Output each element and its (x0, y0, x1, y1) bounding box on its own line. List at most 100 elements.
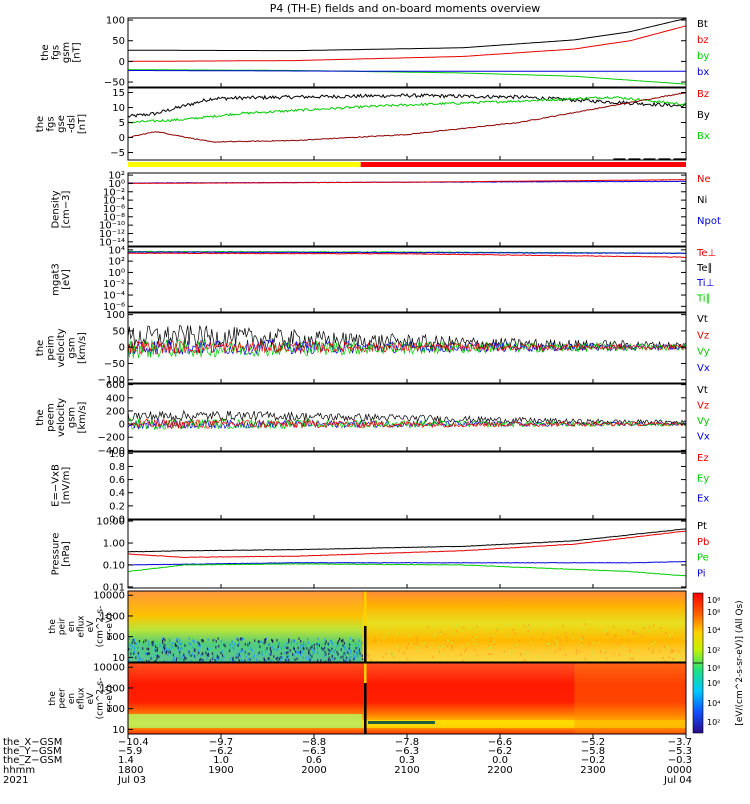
spectrogram-speckle (324, 646, 326, 650)
spectrogram-speckle (538, 655, 541, 658)
spectrogram-speckle (671, 637, 674, 640)
spectrogram-speckle (349, 652, 351, 656)
y-tick-label: 10⁻¹⁰ (99, 221, 125, 232)
y-axis-label-line: eflux (77, 687, 87, 710)
spectrogram-speckle (289, 639, 291, 642)
spectrogram-speckle (340, 648, 342, 651)
spectrogram-speckle (152, 643, 154, 647)
spectrogram-speckle (343, 642, 345, 645)
x-tick-label: −6.2 (209, 746, 233, 757)
spectrogram-speckle (464, 650, 466, 653)
panel-peim_velocity: 100 50 0 −50 −100 thepeimvelocitygsm[km/s] Vt V… (35, 310, 710, 386)
spectrogram-speckle (267, 657, 269, 660)
spectrogram-speckle (232, 659, 234, 663)
spectrogram-speckle (295, 650, 297, 653)
spectrogram-speckle (333, 650, 335, 653)
spectrogram-speckle (677, 650, 679, 653)
spectrogram-speckle (306, 647, 308, 650)
y-axis-label-line: the (35, 409, 46, 425)
spectrogram-speckle (190, 654, 192, 657)
spectrogram-speckle (638, 649, 640, 652)
spectrogram-speckle (425, 646, 428, 648)
spectrogram-speckle (164, 643, 166, 647)
spectrogram-speckle (309, 658, 311, 662)
legend-item: Pi (697, 568, 706, 579)
y-axis-label: mgat3[eV] (51, 263, 72, 296)
spectrogram-speckle (132, 638, 134, 642)
spectrogram-speckle (391, 654, 393, 656)
spectrogram-speckle (554, 650, 557, 653)
spectrogram-speckle (523, 659, 526, 662)
y-axis-label: thepeirenefluxeV(cm^2-s-sr-eV) (48, 606, 115, 648)
y-tick-label: 15 (112, 88, 125, 99)
spectrogram-speckle (270, 650, 272, 654)
spectrogram-speckle (604, 651, 607, 654)
y-tick-label: 50 (112, 326, 125, 337)
y-tick-label: 0.4 (109, 488, 125, 499)
spectrogram-speckle (286, 655, 288, 659)
spectrogram-speckle (264, 640, 267, 644)
spectrogram-speckle (286, 642, 288, 645)
spectrogram-speckle (345, 650, 347, 654)
series-line-fgs_gsm-2 (127, 69, 687, 85)
spectrogram-speckle (212, 639, 214, 642)
spectrogram-speckle (487, 628, 489, 631)
spectrogram-speckle (423, 642, 425, 645)
spectrogram-speckle (523, 625, 526, 628)
spectrogram-speckle (406, 647, 409, 650)
spectrogram-speckle (128, 659, 130, 662)
spectrogram-speckle (199, 644, 201, 648)
spectrogram-speckle (196, 640, 198, 644)
spectrogram-speckle (265, 637, 267, 641)
spectrogram-speckle (137, 659, 139, 662)
spectrogram-speckle (280, 652, 282, 655)
spectrogram-speckle (201, 660, 203, 663)
spectrogram-speckle (279, 659, 281, 662)
spectrogram-speckle (138, 654, 140, 657)
spectrogram-speckle (271, 659, 273, 663)
spectrogram-speckle (130, 648, 132, 651)
spectrogram-speckle (256, 658, 258, 661)
legend-item: by (697, 51, 709, 62)
spectrogram-speckle (487, 657, 490, 660)
spectrogram-speckle (649, 648, 651, 651)
spectrogram-speckle (237, 653, 239, 656)
spectrogram-speckle (148, 660, 150, 663)
spectrogram-speckle (683, 650, 685, 653)
x-tick-label: Jul 03 (117, 775, 146, 786)
spectrogram-speckle (218, 657, 220, 661)
panel-frame (127, 17, 687, 88)
spectrogram-speckle (489, 646, 492, 649)
spectrogram-speckle (207, 654, 209, 657)
spectrogram-speckle (664, 631, 667, 634)
spectrogram-speckle (442, 653, 444, 656)
legend-item: Bx (697, 131, 710, 142)
spectrogram-speckle (245, 655, 247, 659)
spectrogram-speckle (265, 660, 267, 663)
y-tick-label: 10⁻¹⁴ (99, 237, 125, 248)
colorbar-tick-label: 10⁶ (707, 679, 720, 688)
spectrogram-speckle (173, 656, 175, 659)
spectrogram-speckle (582, 637, 584, 640)
spectrogram-speckle (229, 648, 231, 651)
spectrogram-speckle (166, 650, 168, 653)
spectrogram-speckle (240, 659, 242, 662)
spectrogram-speckle (451, 645, 453, 648)
spectrogram-speckle (403, 652, 405, 655)
spectrogram-speckle (308, 648, 310, 652)
spectrogram-speckle (311, 648, 313, 652)
spectrogram-speckle (312, 652, 314, 655)
spectrogram-speckle (598, 641, 601, 644)
y-axis-label-line: (cm^2-s- (96, 606, 106, 648)
legend-item: Bz (697, 89, 709, 100)
spectrogram-speckle (269, 659, 271, 662)
legend-item: Ni (697, 195, 707, 206)
x-tick-label: −0.3 (668, 755, 692, 766)
legend-item: Vt (697, 385, 708, 396)
series-line-peim_velocity-1 (127, 338, 687, 356)
series-line-pressure-2 (127, 560, 687, 566)
spectrogram-speckle (668, 656, 670, 659)
spectrogram-speckle (177, 637, 179, 641)
spectrogram-speckle (613, 652, 615, 655)
spectrogram-speckle (133, 650, 135, 654)
